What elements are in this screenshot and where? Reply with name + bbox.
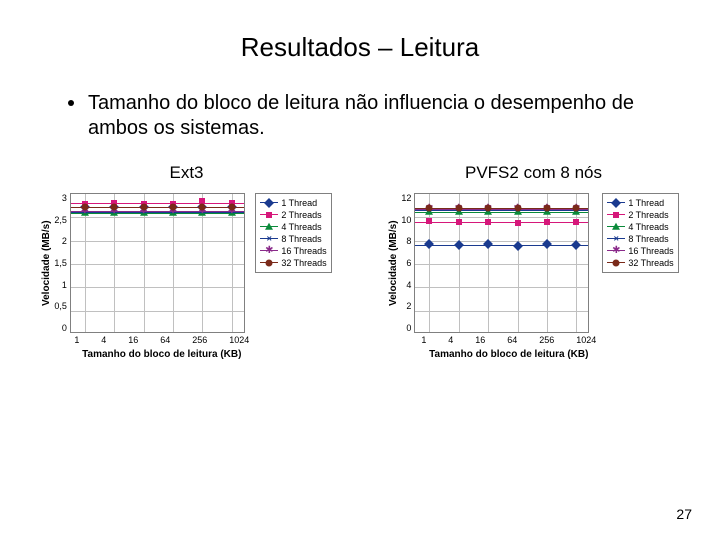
chart-pvfs2: PVFS2 com 8 nós Velocidade (MB/s)12108642… <box>388 163 678 360</box>
marker-t32 <box>228 203 235 210</box>
series-line-t4 <box>71 213 244 214</box>
y-ticks: 121086420 <box>401 193 414 333</box>
marker-t2 <box>544 219 550 225</box>
legend-item-t2: 2 Threads <box>607 209 673 221</box>
legend-item-t32: 32 Threads <box>260 257 326 269</box>
page-title: Resultados – Leitura <box>0 0 720 63</box>
marker-t32 <box>140 203 147 210</box>
marker-t32 <box>426 205 433 212</box>
legend-item-t32: 32 Threads <box>607 257 673 269</box>
legend-item-t4: 4 Threads <box>260 221 326 233</box>
legend-item-t8: ×8 Threads <box>607 233 673 245</box>
x-axis-label: Tamanho do bloco de leitura (KB) <box>74 345 249 360</box>
series-line-t2 <box>71 203 244 204</box>
marker-t32 <box>573 205 580 212</box>
chart-ext3: Ext3 Velocidade (MB/s)32,521,510,50××××××… <box>41 163 331 360</box>
marker-t32 <box>543 205 550 212</box>
y-ticks: 32,521,510,50 <box>54 193 70 333</box>
marker-t32 <box>485 205 492 212</box>
marker-t2 <box>456 219 462 225</box>
series-line-t2 <box>415 222 588 223</box>
chart-caption: Ext3 <box>169 163 203 183</box>
legend-item-t16: ✱16 Threads <box>260 245 326 257</box>
bullet-dot <box>68 100 74 106</box>
series-line-t8 <box>71 212 244 213</box>
legend-item-t16: ✱16 Threads <box>607 245 673 257</box>
chart-caption: PVFS2 com 8 nós <box>465 163 602 183</box>
marker-t32 <box>81 203 88 210</box>
legend-item-t8: ×8 Threads <box>260 233 326 245</box>
legend: 1 Thread2 Threads4 Threads×8 Threads✱16 … <box>255 193 331 273</box>
plot-area: ××××××✱✱✱✱✱✱ <box>414 193 589 333</box>
y-axis-label: Velocidade (MB/s) <box>388 193 399 333</box>
marker-t2 <box>426 218 432 224</box>
series-line-t8 <box>415 210 588 211</box>
bullet-row: Tamanho do bloco de leitura não influenc… <box>0 63 720 141</box>
marker-t32 <box>199 203 206 210</box>
x-axis-label: Tamanho do bloco de leitura (KB) <box>421 345 596 360</box>
marker-t2 <box>573 219 579 225</box>
legend-item-t1: 1 Thread <box>607 197 673 209</box>
marker-t1 <box>513 241 523 251</box>
marker-t32 <box>170 203 177 210</box>
marker-t32 <box>514 205 521 212</box>
marker-t2 <box>515 220 521 226</box>
plot-area: ××××××✱✱✱✱✱✱ <box>70 193 245 333</box>
marker-t2 <box>485 219 491 225</box>
series-line-t1 <box>415 245 588 246</box>
series-line-t16 <box>71 211 244 212</box>
legend-item-t1: 1 Thread <box>260 197 326 209</box>
legend: 1 Thread2 Threads4 Threads×8 Threads✱16 … <box>602 193 678 273</box>
series-line-t32 <box>71 207 244 208</box>
y-axis-label: Velocidade (MB/s) <box>41 193 52 333</box>
legend-item-t4: 4 Threads <box>607 221 673 233</box>
series-line-t16 <box>415 209 588 210</box>
series-line-t32 <box>415 208 588 209</box>
marker-t1 <box>454 240 464 250</box>
series-line-t4 <box>415 212 588 213</box>
marker-t32 <box>111 203 118 210</box>
legend-item-t2: 2 Threads <box>260 209 326 221</box>
charts-row: Ext3Velocidade (MB/s)32,521,510,50××××××… <box>0 141 720 360</box>
bullet-text: Tamanho do bloco de leitura não influenc… <box>88 91 660 141</box>
marker-t32 <box>455 205 462 212</box>
page-number: 27 <box>676 506 692 522</box>
